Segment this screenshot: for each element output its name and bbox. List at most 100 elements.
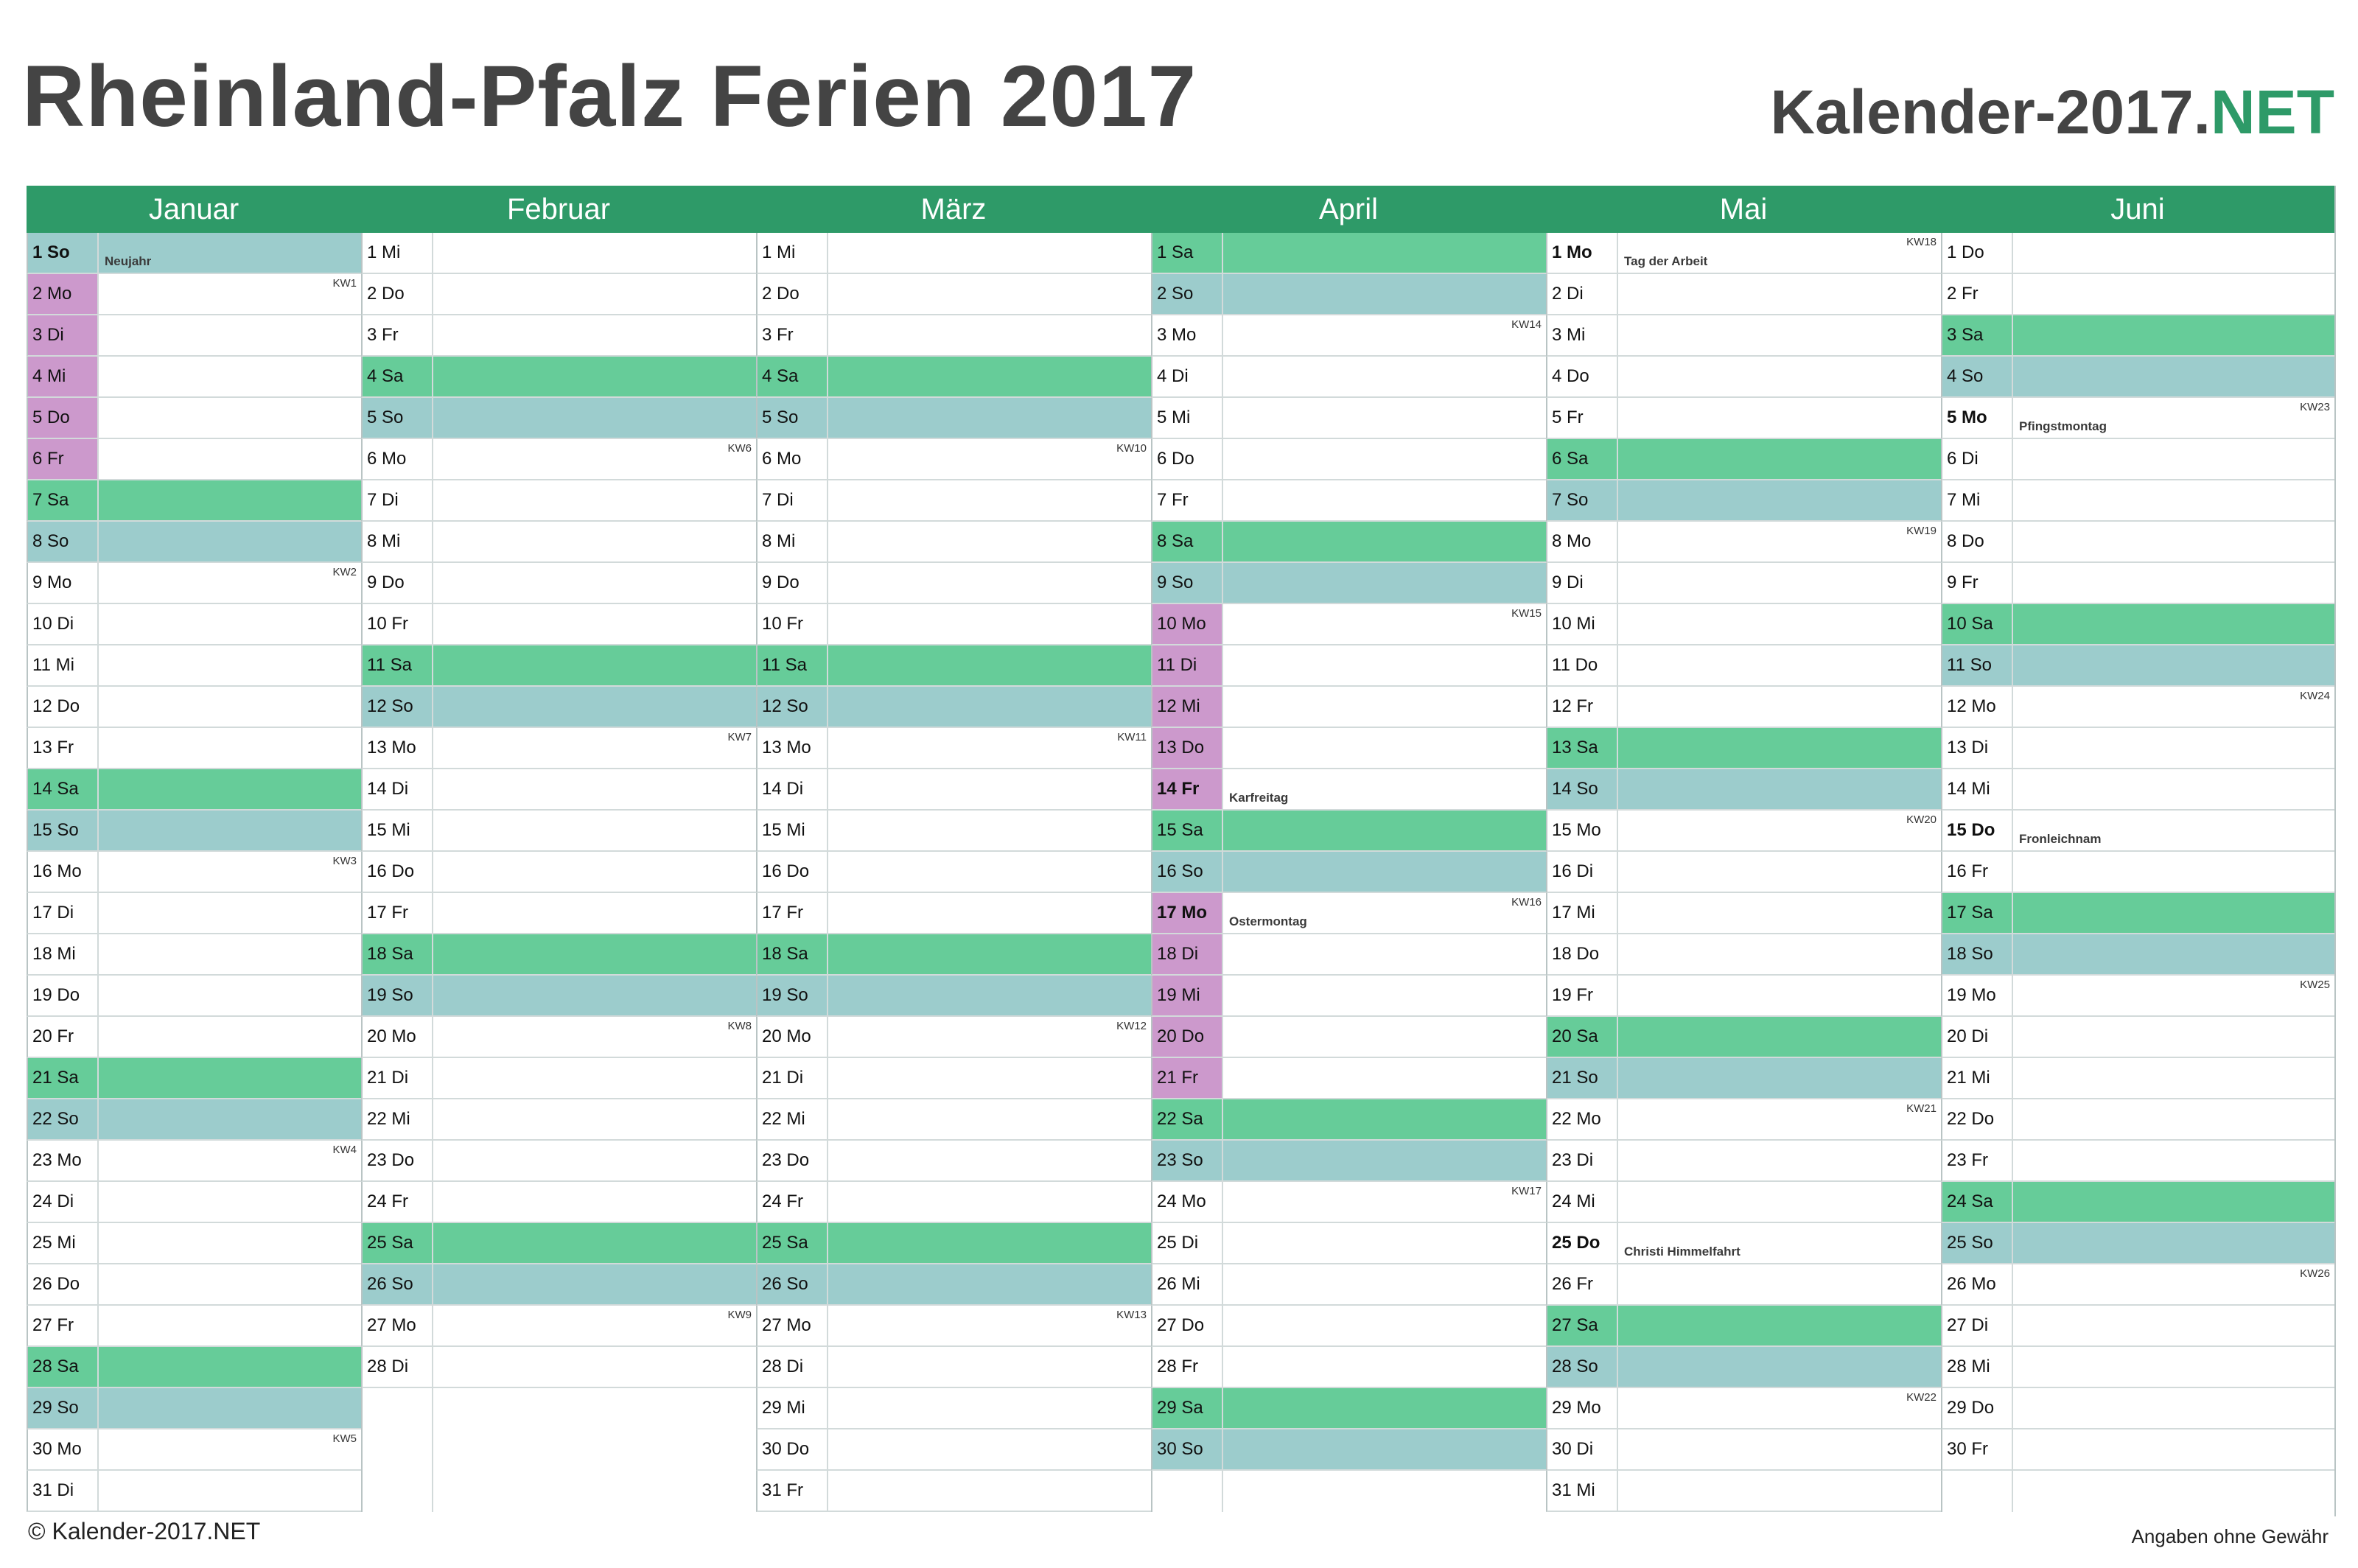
day-content xyxy=(2013,1306,2334,1345)
day-row: 21 Sa xyxy=(27,1058,361,1099)
day-row: 23 Do xyxy=(756,1141,1151,1182)
day-row: 16 Di xyxy=(1546,852,1941,893)
day-row: 19 Do xyxy=(27,976,361,1017)
day-content: KW1 xyxy=(99,274,361,314)
day-label: 2 Do xyxy=(363,274,433,314)
day-content xyxy=(433,1347,756,1387)
day-row: 18 Do xyxy=(1546,934,1941,976)
day-row: 23 Mo KW4 xyxy=(27,1141,361,1182)
day-row: 5 So xyxy=(756,398,1151,439)
day-content xyxy=(99,1182,361,1222)
day-row: 1 Mo KW18 Tag der Arbeit xyxy=(1546,233,1941,274)
day-content xyxy=(828,1471,1151,1511)
day-content xyxy=(1618,852,1941,892)
day-row: 11 Sa xyxy=(361,645,756,687)
day-row: 2 So xyxy=(1151,274,1546,315)
day-row: 7 Mi xyxy=(1941,480,2334,522)
day-label: 24 Mi xyxy=(1547,1182,1618,1222)
month-column: Februar 1 Mi 2 Do 3 Fr 4 Sa 5 So 6 Mo KW6 7 Di 8 … xyxy=(361,186,756,1516)
day-label: 20 Fr xyxy=(28,1017,99,1057)
day-content xyxy=(1618,563,1941,603)
day-label: 23 Fr xyxy=(1942,1141,2013,1180)
day-row: 28 Di xyxy=(361,1347,756,1388)
day-row: 4 Sa xyxy=(756,357,1151,398)
day-row: 28 Fr xyxy=(1151,1347,1546,1388)
week-number: KW19 xyxy=(1906,525,1937,537)
day-label: 10 Di xyxy=(28,604,99,644)
day-row: 12 Mo KW24 xyxy=(1941,687,2334,728)
day-label: 12 Do xyxy=(28,687,99,727)
day-row: 13 Mo KW7 xyxy=(361,728,756,769)
day-row: 24 Fr xyxy=(361,1182,756,1223)
day-label: 10 Fr xyxy=(758,604,828,644)
calendar-grid: Januar 1 So Neujahr 2 Mo KW1 3 Di 4 Mi 5 Do 6 Fr… xyxy=(27,186,2336,1516)
day-label: 14 Di xyxy=(363,769,433,809)
day-content xyxy=(99,893,361,933)
day-label: 17 Di xyxy=(28,893,99,933)
day-label: 28 Sa xyxy=(28,1347,99,1387)
day-row: 26 Mi xyxy=(1151,1264,1546,1306)
day-label: 13 Fr xyxy=(28,728,99,768)
day-content xyxy=(433,1223,756,1263)
day-label: 13 Sa xyxy=(1547,728,1618,768)
week-number: KW18 xyxy=(1906,236,1937,248)
day-row: 27 Sa xyxy=(1546,1306,1941,1347)
day-content xyxy=(2013,1429,2334,1469)
day-row: 16 So xyxy=(1151,852,1546,893)
day-content: KW15 xyxy=(1223,604,1546,644)
day-content xyxy=(1223,1141,1546,1180)
day-label: 19 So xyxy=(363,976,433,1015)
day-label: 26 So xyxy=(758,1264,828,1304)
day-label: 18 Sa xyxy=(363,934,433,974)
day-label: 10 Mo xyxy=(1152,604,1223,644)
day-content: KW14 xyxy=(1223,315,1546,355)
week-number: KW6 xyxy=(727,442,752,455)
week-number: KW26 xyxy=(2300,1267,2330,1280)
day-label: 17 Sa xyxy=(1942,893,2013,933)
day-content xyxy=(99,398,361,438)
day-label: 1 So xyxy=(28,233,99,273)
day-label: 8 Do xyxy=(1942,522,2013,561)
month-header: Februar xyxy=(361,186,756,233)
day-content xyxy=(1618,687,1941,727)
day-content xyxy=(828,604,1151,644)
brand-logo: Kalender-2017.NET xyxy=(1770,81,2334,143)
day-content xyxy=(2013,522,2334,561)
day-content xyxy=(433,687,756,727)
day-content xyxy=(1223,645,1546,685)
day-content xyxy=(2013,1141,2334,1180)
week-number: KW21 xyxy=(1906,1102,1937,1115)
day-label: 22 Mo xyxy=(1547,1099,1618,1139)
day-content xyxy=(1618,728,1941,768)
day-content xyxy=(828,1141,1151,1180)
day-label: 19 Do xyxy=(28,976,99,1015)
day-content xyxy=(2013,480,2334,520)
day-label: 11 Sa xyxy=(758,645,828,685)
day-content xyxy=(2013,357,2334,396)
day-label: 5 So xyxy=(363,398,433,438)
day-row: 27 Do xyxy=(1151,1306,1546,1347)
week-number: KW7 xyxy=(727,731,752,743)
day-content xyxy=(2013,1388,2334,1428)
day-content xyxy=(1223,1264,1546,1304)
day-content xyxy=(2013,1223,2334,1263)
week-number: KW2 xyxy=(332,566,357,578)
day-label: 28 Di xyxy=(363,1347,433,1387)
day-label: 7 Fr xyxy=(1152,480,1223,520)
day-label: 12 So xyxy=(363,687,433,727)
day-label: 9 Do xyxy=(363,563,433,603)
day-row: 22 So xyxy=(27,1099,361,1141)
day-row: 28 Di xyxy=(756,1347,1151,1388)
day-content xyxy=(1618,1264,1941,1304)
day-content xyxy=(2013,1182,2334,1222)
week-number: KW10 xyxy=(1116,442,1147,455)
day-label: 9 So xyxy=(1152,563,1223,603)
day-content: KW20 xyxy=(1618,811,1941,850)
day-content xyxy=(2013,1099,2334,1139)
day-row: 6 Mo KW10 xyxy=(756,439,1151,480)
day-row: 10 Fr xyxy=(756,604,1151,645)
day-content xyxy=(99,315,361,355)
day-row: 3 Sa xyxy=(1941,315,2334,357)
day-content: KW19 xyxy=(1618,522,1941,561)
day-label: 17 Fr xyxy=(363,893,433,933)
